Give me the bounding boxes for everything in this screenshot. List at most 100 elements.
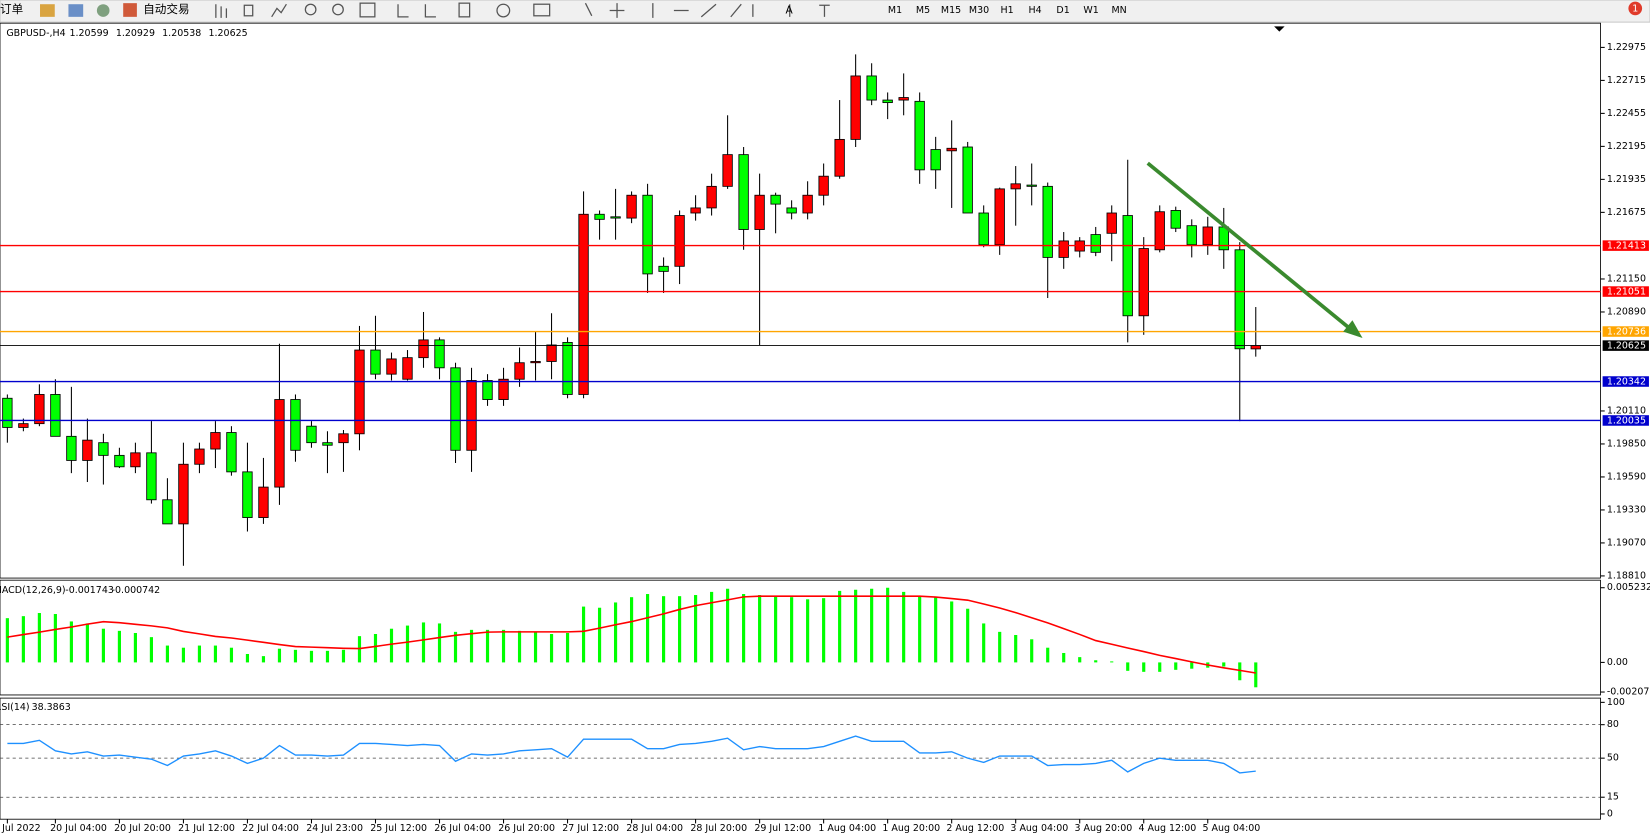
trend-arrow	[1146, 161, 1363, 339]
icon	[359, 2, 376, 18]
candle-body	[146, 452, 157, 501]
candle-body	[802, 194, 813, 214]
timeframe-button[interactable]: M5	[916, 5, 930, 16]
icon	[533, 3, 551, 17]
price-tag-label: 1.20625	[1607, 341, 1646, 352]
macd-bar	[309, 650, 314, 663]
x-tick-label: 25 Jul 12:00	[370, 823, 427, 833]
candle-body	[498, 378, 509, 400]
rsi-title: RSI(14)	[0, 702, 30, 713]
y-tick-label: 1.19590	[1607, 471, 1646, 482]
y-tick-label: 1.19330	[1607, 504, 1646, 515]
y-tick-label: 50	[1607, 753, 1619, 764]
icon	[68, 4, 84, 17]
x-tick-label: 5 Aug 04:00	[1202, 823, 1260, 833]
macd-bar	[1190, 662, 1194, 669]
timeframe-button[interactable]: W1	[1083, 5, 1098, 16]
candle-body	[1122, 215, 1133, 317]
timeframe-button[interactable]: M15	[941, 5, 961, 16]
macd-bar	[5, 618, 9, 663]
timeframe-button[interactable]: M1	[888, 5, 902, 16]
y-tick-label: 1.20110	[1607, 405, 1646, 416]
candle-body	[322, 442, 333, 446]
candle-body	[850, 75, 861, 140]
x-tick-label: 3 Aug 04:00	[1010, 823, 1068, 833]
macd-bar	[662, 596, 666, 663]
candle-body	[770, 194, 781, 205]
macd-bar	[133, 633, 137, 663]
macd-bar	[389, 628, 394, 663]
timeframe-button[interactable]: D1	[1056, 5, 1069, 16]
candle-body	[194, 448, 205, 465]
candle-body	[738, 154, 749, 230]
candle-body	[1170, 210, 1181, 229]
candle-body	[626, 194, 637, 219]
y-tick-label: 80	[1607, 719, 1619, 730]
candle-body	[1234, 249, 1245, 350]
macd-bar	[165, 645, 170, 663]
macd-bar	[469, 629, 474, 663]
candle-body	[402, 357, 413, 380]
candle-body	[2, 397, 13, 428]
price-tag	[1602, 240, 1649, 251]
macd-bar	[277, 648, 282, 663]
macd-bar	[822, 598, 826, 663]
macd-bar	[1062, 652, 1066, 663]
candle-body	[338, 433, 349, 444]
candle-body	[578, 213, 589, 395]
macd-bar	[245, 653, 250, 663]
macd-bar	[581, 606, 586, 663]
x-tick-label: 21 Jul 12:00	[178, 823, 235, 833]
macd-bar	[1174, 662, 1178, 670]
macd-bar	[710, 591, 714, 663]
notification-badge[interactable]	[1628, 1, 1643, 16]
x-tick-label: Jul 2022	[1, 823, 41, 833]
candle-body	[690, 207, 701, 214]
candle-body	[290, 399, 301, 451]
macd-bar	[950, 601, 954, 663]
candle-body	[866, 75, 877, 101]
timeframe-button[interactable]: H4	[1028, 5, 1041, 16]
autotrade-button[interactable]: 自动交易	[143, 2, 189, 16]
macd-bar	[1030, 639, 1034, 663]
x-tick-label: 1 Aug 04:00	[818, 823, 876, 833]
timeframe-button[interactable]: MN	[1111, 5, 1126, 16]
candle-body	[466, 380, 477, 451]
candle-body	[914, 100, 925, 171]
x-tick-label: 28 Jul 20:00	[690, 823, 747, 833]
candle-body	[450, 367, 461, 451]
rsi-panel	[0, 697, 1601, 820]
candle-body	[50, 394, 61, 437]
macd-bar	[21, 616, 25, 663]
macd-bar	[1110, 661, 1114, 663]
x-tick-label: 20 Jul 04:00	[50, 823, 107, 833]
candle-body	[962, 146, 973, 214]
macd-bar	[373, 634, 378, 663]
candle-body	[754, 194, 765, 230]
x-tick-label: 3 Aug 20:00	[1074, 823, 1132, 833]
y-tick-label: 1.22195	[1607, 141, 1646, 152]
y-tick-label: 15	[1607, 792, 1619, 803]
timeframe-button[interactable]: M30	[969, 5, 989, 16]
candle-body	[946, 147, 957, 152]
x-tick-label: 26 Jul 20:00	[498, 823, 555, 833]
macd-bar	[549, 634, 554, 663]
macd-bar	[982, 623, 986, 663]
icon	[243, 4, 254, 17]
macd-bar	[870, 588, 874, 663]
macd-bar	[53, 614, 57, 663]
icon	[96, 4, 110, 17]
macd-bar	[421, 622, 426, 663]
macd-bar	[69, 621, 73, 663]
macd-bar	[1046, 647, 1050, 663]
icon	[397, 4, 436, 18]
new-order-button[interactable]: 订单	[0, 2, 23, 16]
candle-body	[1186, 225, 1197, 246]
timeframe-button[interactable]: H1	[1000, 5, 1013, 16]
x-tick-label: 28 Jul 04:00	[626, 823, 683, 833]
icon	[123, 3, 137, 17]
macd-bar	[325, 650, 330, 663]
x-tick-label: 1 Aug 20:00	[882, 823, 940, 833]
candle-body	[98, 442, 109, 456]
